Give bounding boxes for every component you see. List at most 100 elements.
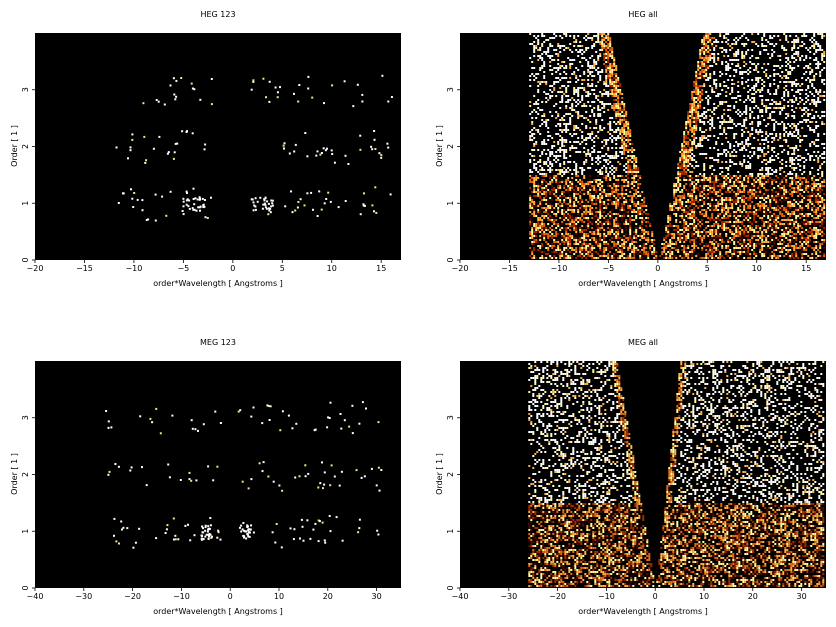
event-pixel <box>605 57 608 59</box>
event-pixel <box>569 63 572 65</box>
event-pixel <box>615 155 618 157</box>
event-pixel <box>609 211 612 213</box>
event-pixel <box>769 113 772 115</box>
event-pixel <box>695 71 698 73</box>
event-pixel <box>703 45 706 47</box>
event-pixel <box>711 181 714 183</box>
event-pixel <box>549 89 552 91</box>
event-pixel <box>743 159 746 161</box>
event-pixel <box>533 51 536 53</box>
event-pixel <box>571 211 574 213</box>
event-pixel <box>589 211 592 213</box>
event-pixel <box>753 221 756 223</box>
event-pixel <box>691 181 694 183</box>
event-pixel <box>605 161 608 163</box>
event-pixel <box>731 203 734 205</box>
event-pixel <box>637 213 640 215</box>
event-pixel <box>677 229 680 231</box>
event-pixel <box>611 83 614 85</box>
event-pixel <box>697 189 700 191</box>
event-pixel <box>679 197 682 199</box>
event-pixel <box>709 53 712 55</box>
event-pixel <box>661 247 664 249</box>
event-pixel <box>575 247 578 249</box>
event-pixel <box>703 187 706 189</box>
event-pixel <box>761 249 764 251</box>
event-pixel <box>601 239 604 241</box>
event-pixel <box>569 221 572 223</box>
event-pixel <box>749 71 752 73</box>
event-pixel <box>745 167 748 169</box>
event-pixel <box>723 119 726 121</box>
event-pixel <box>533 247 536 249</box>
event-pixel <box>623 181 626 183</box>
event-pixel <box>693 185 696 187</box>
event-pixel <box>575 169 578 171</box>
event-pixel <box>725 227 728 229</box>
event-pixel <box>711 249 714 251</box>
event-pixel <box>529 211 532 213</box>
event-pixel <box>569 201 572 203</box>
event-pixel <box>743 239 746 241</box>
event-pixel <box>737 85 740 87</box>
event-pixel <box>695 127 698 129</box>
event-pixel <box>709 179 712 181</box>
event-pixel <box>591 75 594 77</box>
event-pixel <box>683 153 686 155</box>
event-pixel <box>715 175 718 177</box>
event-pixel <box>637 207 640 209</box>
event-pixel <box>611 65 614 67</box>
event-pixel <box>633 201 636 203</box>
event-pixel <box>699 75 702 77</box>
event-pixel <box>699 195 702 197</box>
event-pixel <box>593 239 596 241</box>
event-pixel <box>761 183 764 185</box>
event-pixel <box>593 115 596 117</box>
event-pixel <box>701 209 704 211</box>
event-pixel <box>621 137 624 139</box>
event-pixel <box>761 219 764 221</box>
event-pixel <box>683 167 686 169</box>
event-pixel <box>617 81 620 83</box>
event-pixel <box>675 183 678 185</box>
event-pixel <box>711 217 714 219</box>
event-pixel <box>697 67 700 69</box>
event-pixel <box>605 193 608 195</box>
event-pixel <box>371 148 374 151</box>
event-pixel <box>695 111 698 113</box>
event-pixel <box>715 255 718 257</box>
event-pixel <box>307 87 310 90</box>
event-pixel <box>693 117 696 119</box>
event-pixel <box>695 75 698 77</box>
event-pixel <box>601 187 604 189</box>
event-pixel <box>597 159 600 161</box>
event-pixel <box>651 245 654 247</box>
event-pixel <box>571 217 574 219</box>
event-pixel <box>727 181 730 183</box>
event-pixel <box>767 193 770 195</box>
event-pixel <box>701 75 704 77</box>
event-pixel <box>687 253 690 255</box>
event-pixel <box>185 199 188 202</box>
event-pixel <box>641 247 644 249</box>
event-pixel <box>581 97 584 99</box>
event-pixel <box>545 209 548 211</box>
event-pixel <box>557 253 560 255</box>
event-pixel <box>689 139 692 141</box>
event-pixel <box>555 215 558 217</box>
event-pixel <box>549 231 552 233</box>
event-pixel <box>531 67 534 69</box>
event-pixel <box>691 225 694 227</box>
event-pixel <box>753 179 756 181</box>
event-pixel <box>615 117 618 119</box>
event-pixel <box>599 171 602 173</box>
event-pixel <box>609 93 612 95</box>
event-pixel <box>623 149 626 151</box>
event-pixel <box>613 131 616 133</box>
event-pixel <box>597 189 600 191</box>
event-pixel <box>721 63 724 65</box>
event-pixel <box>533 213 536 215</box>
event-pixel <box>609 129 612 131</box>
event-pixel <box>627 125 630 127</box>
event-pixel <box>585 35 588 37</box>
